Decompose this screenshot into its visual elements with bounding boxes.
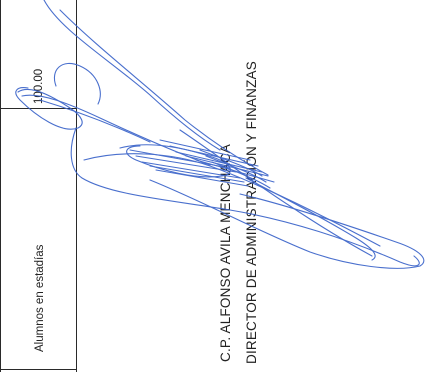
table-bottom-border xyxy=(0,369,77,370)
signatory-title: DIRECTOR DE ADMINISTRACIÓN Y FINANZAS xyxy=(244,61,259,364)
table-border-right xyxy=(76,0,77,372)
table-cell-value: 100.00 xyxy=(33,68,45,104)
table-row-divider xyxy=(0,108,77,109)
table-border-left xyxy=(0,0,1,372)
signatory-name: C.P. ALFONSO AVILA MENCHACA xyxy=(218,144,233,362)
table-cell-label: Alumnos en estadías xyxy=(34,244,46,352)
